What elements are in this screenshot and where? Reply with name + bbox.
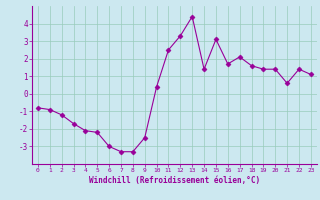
X-axis label: Windchill (Refroidissement éolien,°C): Windchill (Refroidissement éolien,°C) xyxy=(89,176,260,185)
